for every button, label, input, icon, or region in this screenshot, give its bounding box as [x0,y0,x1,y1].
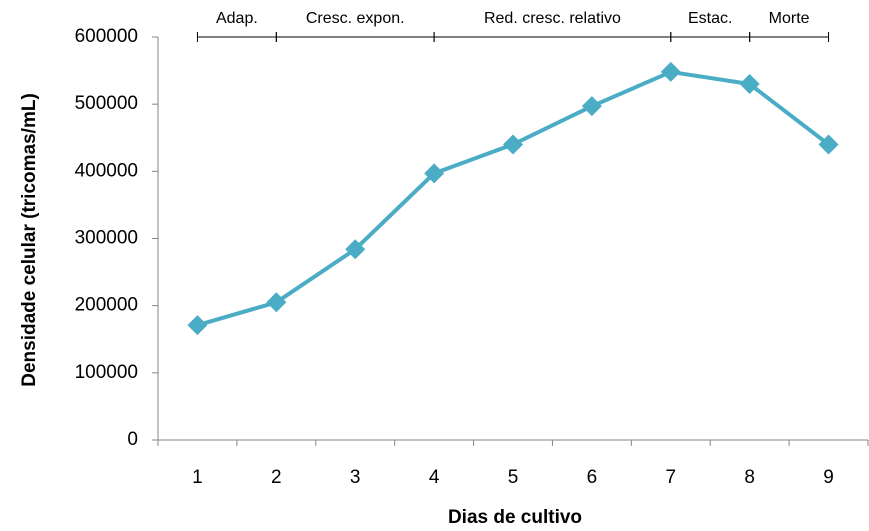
y-tick-label: 300000 [75,228,138,249]
y-tick-label: 200000 [75,295,138,316]
marker [818,134,839,155]
marker [739,74,760,95]
marker [503,134,523,155]
marker [424,163,445,184]
x-tick-label: 5 [508,467,519,488]
y-tick-label: 400000 [75,160,138,181]
series-line [196,69,830,328]
phase-label: Cresc. expon. [306,10,405,27]
x-tick-label: 8 [744,467,755,488]
y-tick-label: 500000 [75,93,138,114]
x-tick-label: 3 [350,467,361,488]
y-tick-label: 600000 [75,26,138,47]
x-tick-label: 2 [271,467,282,488]
x-tick-label: 1 [192,467,203,488]
x-tick-label: 7 [665,467,676,488]
y-axis-title: Densidade celular (tricomas/mL) [19,93,40,387]
phase-label: Estac. [688,10,732,27]
y-tick-label: 100000 [75,362,138,383]
phase-label: Adap. [216,10,258,27]
marker [660,61,681,82]
x-tick-label: 6 [587,467,598,488]
x-tick-label: 9 [823,467,834,488]
x-axis-title: Dias de cultivo [448,507,582,528]
y-tick-label: 0 [127,429,138,450]
phase-label: Morte [769,10,810,27]
phase-label: Red. cresc. relativo [484,10,621,27]
x-tick-label: 4 [429,467,440,488]
marker [187,315,208,336]
marker [581,96,602,117]
marker [345,239,366,260]
marker [266,292,287,313]
